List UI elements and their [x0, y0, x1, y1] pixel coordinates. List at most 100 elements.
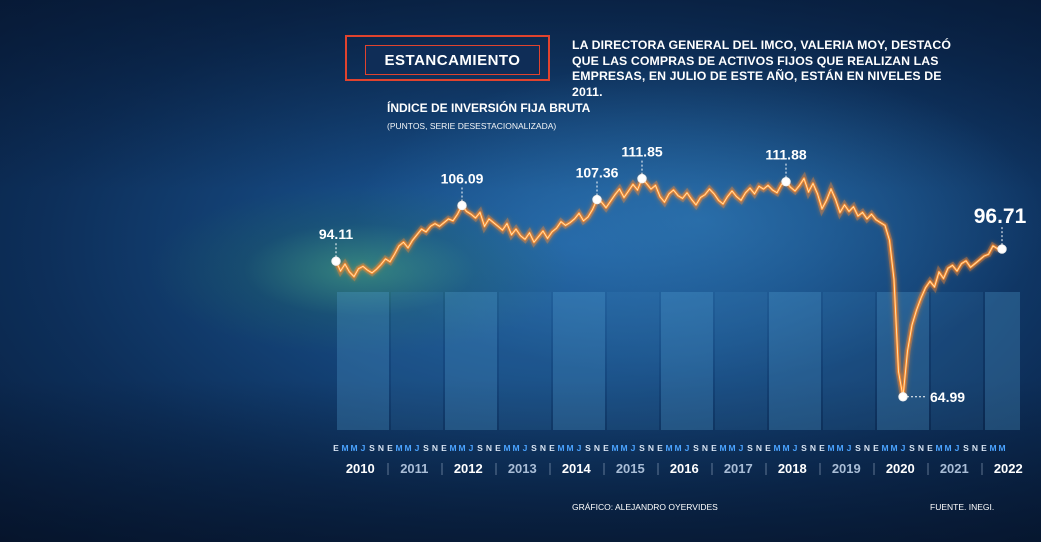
data-label-64-99: 64.99: [898, 389, 965, 405]
year-label: 2022: [994, 461, 1023, 476]
month-tick-label: J: [577, 443, 582, 453]
data-point: [997, 244, 1007, 254]
month-tick-label: N: [540, 443, 546, 453]
year-band: [877, 292, 929, 430]
chart-title: ÍNDICE DE INVERSIÓN FIJA BRUTA: [387, 101, 591, 115]
month-tick-label: E: [711, 443, 717, 453]
data-label: 107.36: [576, 165, 619, 181]
year-label: 2010: [346, 461, 375, 476]
year-band: [931, 292, 983, 430]
month-tick-label: S: [369, 443, 375, 453]
data-label: 106.09: [441, 170, 484, 186]
month-tick-label: S: [855, 443, 861, 453]
data-label: 64.99: [930, 389, 965, 405]
month-tick-label: E: [333, 443, 339, 453]
month-tick-label: N: [864, 443, 870, 453]
month-tick-label: N: [756, 443, 762, 453]
year-label: 2017: [724, 461, 753, 476]
year-band: [661, 292, 713, 430]
month-tick-label: E: [549, 443, 555, 453]
data-label-94-11: 94.11: [319, 226, 353, 266]
month-tick-label: M: [836, 443, 843, 453]
data-label-106-09: 106.09: [441, 170, 484, 211]
month-tick-label: M: [566, 443, 573, 453]
month-tick-label: N: [810, 443, 816, 453]
month-tick-label: J: [847, 443, 852, 453]
month-tick-label: M: [719, 443, 726, 453]
month-tick-label: S: [531, 443, 537, 453]
month-tick-label: E: [819, 443, 825, 453]
month-tick-label: J: [793, 443, 798, 453]
month-tick-label: J: [415, 443, 420, 453]
month-tick-label: M: [827, 443, 834, 453]
month-tick-label: J: [469, 443, 474, 453]
month-tick-label: N: [486, 443, 492, 453]
month-tick-label: M: [890, 443, 897, 453]
month-tick-label: E: [981, 443, 987, 453]
month-tick-label: M: [458, 443, 465, 453]
month-tick-label: M: [989, 443, 996, 453]
month-tick-label: M: [512, 443, 519, 453]
month-tick-label: J: [901, 443, 906, 453]
year-band: [499, 292, 551, 430]
month-tick-label: M: [782, 443, 789, 453]
month-tick-label: S: [585, 443, 591, 453]
year-label: 2012: [454, 461, 483, 476]
year-band: [337, 292, 389, 430]
year-label: 2016: [670, 461, 699, 476]
chart-subtitle: (PUNTOS, SERIE DESESTACIONALIZADA): [387, 121, 557, 131]
year-band: [715, 292, 767, 430]
month-tick-label: E: [495, 443, 501, 453]
year-label: 2013: [508, 461, 537, 476]
month-tick-label: S: [909, 443, 915, 453]
data-point: [898, 392, 908, 402]
year-band: [553, 292, 605, 430]
month-tick-label: J: [685, 443, 690, 453]
month-tick-label: N: [594, 443, 600, 453]
month-tick-label: M: [665, 443, 672, 453]
data-label: 94.11: [319, 226, 353, 242]
year-band: [985, 292, 1020, 430]
month-tick-label: M: [404, 443, 411, 453]
month-tick-label: E: [657, 443, 663, 453]
month-tick-label: M: [341, 443, 348, 453]
data-label-111-88: 111.88: [765, 147, 807, 187]
series-line-core: [335, 177, 1003, 397]
month-tick-label: M: [611, 443, 618, 453]
month-tick-label: E: [441, 443, 447, 453]
data-label: 111.85: [621, 144, 662, 160]
data-point: [331, 256, 341, 266]
month-tick-label: M: [395, 443, 402, 453]
section-tag-label: ESTANCAMIENTO: [365, 45, 540, 75]
month-tick-label: N: [918, 443, 924, 453]
month-tick-label: M: [998, 443, 1005, 453]
month-tick-label: E: [387, 443, 393, 453]
data-label: 111.88: [765, 147, 806, 163]
month-tick-label: S: [639, 443, 645, 453]
month-tick-label: M: [503, 443, 510, 453]
month-tick-label: J: [739, 443, 744, 453]
year-label: 2015: [616, 461, 645, 476]
year-band: [391, 292, 443, 430]
month-tick-label: J: [523, 443, 528, 453]
month-tick-label: S: [477, 443, 483, 453]
month-tick-label: M: [674, 443, 681, 453]
month-tick-label: N: [972, 443, 978, 453]
year-label: 2014: [562, 461, 592, 476]
month-tick-label: S: [963, 443, 969, 453]
year-label: 2019: [832, 461, 861, 476]
month-tick-label: E: [603, 443, 609, 453]
year-band: [823, 292, 875, 430]
month-tick-label: S: [801, 443, 807, 453]
headline: LA DIRECTORA GENERAL DEL IMCO, VALERIA M…: [572, 38, 952, 99]
data-label-107-36: 107.36: [576, 165, 619, 205]
month-tick-label: N: [702, 443, 708, 453]
year-label: 2011: [400, 461, 428, 476]
month-tick-label: N: [648, 443, 654, 453]
year-band: [445, 292, 497, 430]
month-tick-label: M: [881, 443, 888, 453]
chart-source: FUENTE. INEGI.: [930, 502, 995, 512]
data-label-111-85: 111.85: [621, 144, 663, 184]
